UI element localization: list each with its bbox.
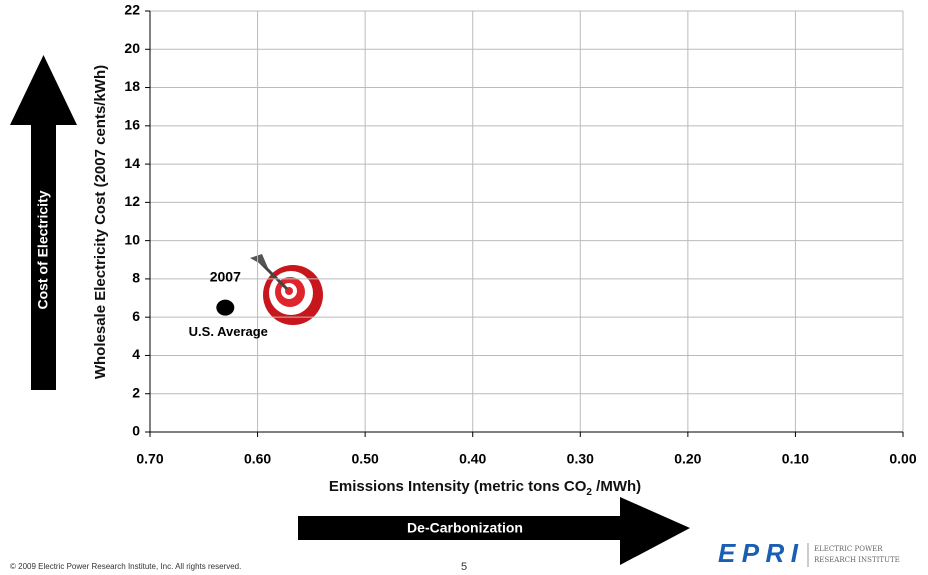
plot: 0 2 4 6 8 10 12 14 16 18 20 22 0.70 0.60 0.50 0.40 0.30 0… (124, 2, 916, 467)
y-tick-label: 20 (124, 40, 140, 56)
y-tick-label: 16 (124, 117, 140, 133)
x-tick-label: 0.40 (459, 451, 486, 467)
x-tick-label: 0.30 (567, 451, 594, 467)
x-tick-label: 0.10 (782, 451, 809, 467)
x-axis-title-part: /MWh) (592, 478, 641, 495)
logo-line1: ELECTRIC POWER (814, 545, 883, 553)
x-axis-title: Emissions Intensity (metric tons CO2 /MW… (329, 478, 641, 498)
y-tick-label: 14 (124, 155, 140, 171)
y-tick-label: 2 (132, 384, 140, 400)
x-axis-title-sub: 2 (586, 487, 592, 498)
y-tick-label: 6 (132, 308, 140, 324)
page-number: 5 (461, 561, 467, 573)
x-tick-label: 0.20 (674, 451, 701, 467)
x-axis-title-part: Emissions Intensity (metric tons CO (329, 478, 587, 495)
cost-arrow-label: Cost of Electricity (35, 190, 51, 309)
y-tick-label: 4 (132, 346, 140, 362)
point (216, 299, 235, 316)
annotation: 2007 (210, 268, 241, 284)
cost-arrow (10, 55, 77, 390)
y-tick-label: 22 (124, 2, 140, 18)
target-icon (250, 254, 323, 325)
decarbonization-label: De-Carbonization (407, 520, 523, 536)
x-tick-label: 0.70 (136, 451, 163, 467)
logo-line2: RESEARCH INSTITUTE (814, 556, 900, 564)
y-tick-label: 10 (124, 231, 140, 247)
y-axis-title: Wholesale Electricity Cost (2007 cents/k… (92, 65, 109, 379)
x-tick-label: 0.00 (889, 451, 916, 467)
annotation: U.S. Average (189, 324, 268, 339)
y-tick-label: 0 (132, 423, 140, 439)
decarbonization-arrow (298, 497, 690, 565)
copyright: © 2009 Electric Power Research Institute… (10, 562, 241, 571)
y-tick-label: 18 (124, 78, 140, 94)
x-tick-label: 0.60 (244, 451, 271, 467)
y-tick-label: 8 (132, 270, 140, 286)
y-tick-label: 12 (124, 193, 140, 209)
x-tick-label: 0.50 (352, 451, 379, 467)
